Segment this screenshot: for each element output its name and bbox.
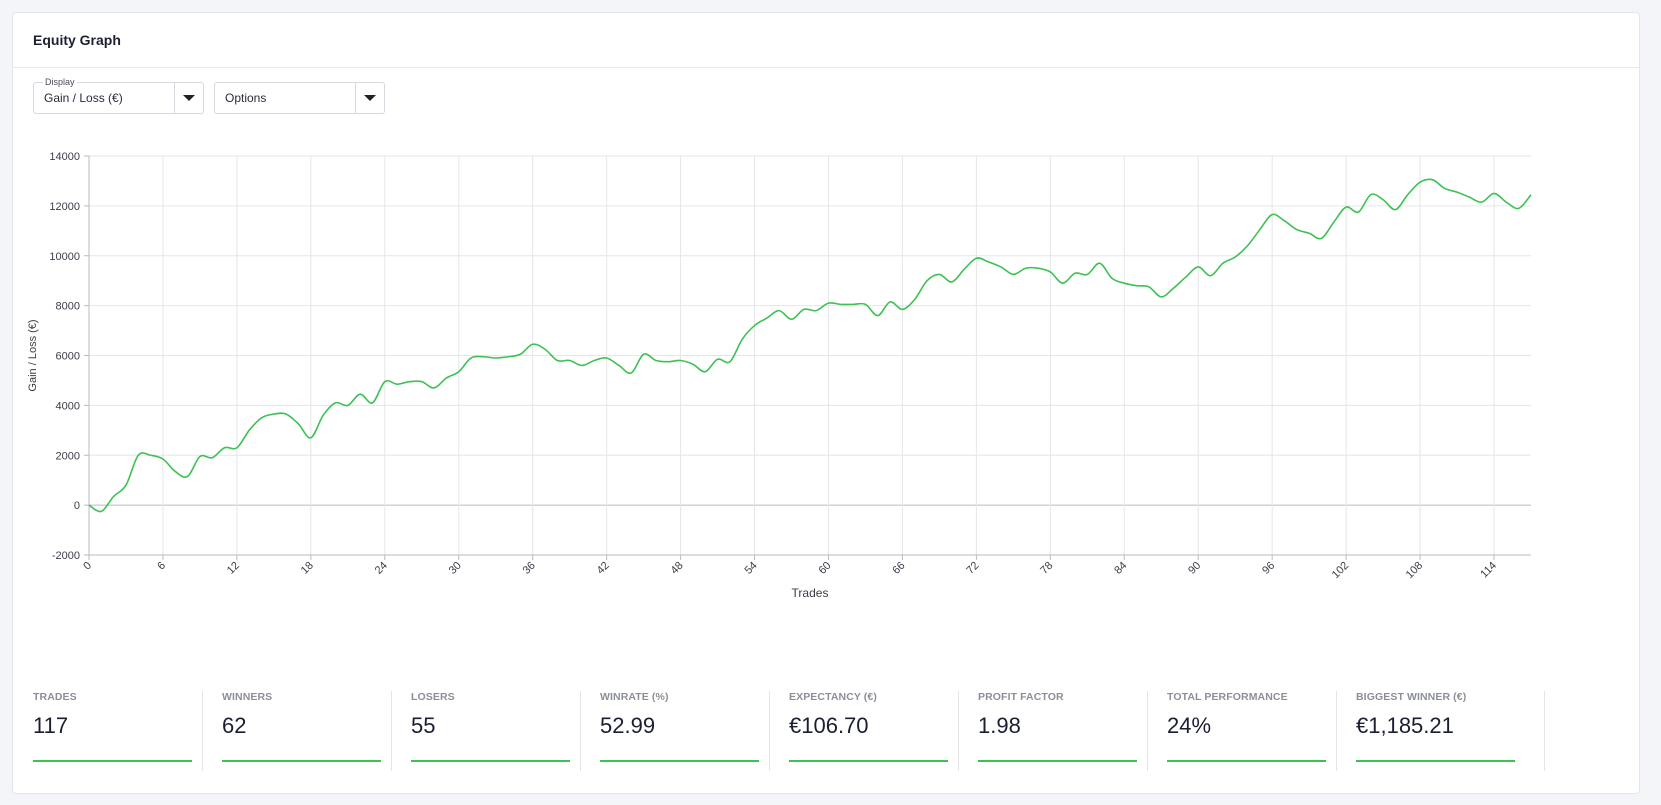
- stat-value: 24%: [1167, 713, 1212, 738]
- x-tick-label: 6: [155, 560, 168, 573]
- x-tick-label: 30: [447, 560, 464, 577]
- x-tick-label: 48: [669, 560, 686, 577]
- stat-label: BIGGEST WINNER (€): [1356, 691, 1467, 703]
- y-tick-label: 4000: [56, 400, 80, 412]
- x-tick-label: 12: [225, 560, 242, 577]
- stat-value: 117: [33, 713, 69, 738]
- x-tick-label: 54: [743, 560, 760, 577]
- x-tick-label: 18: [299, 560, 316, 577]
- display-select-toggle[interactable]: [174, 83, 203, 113]
- x-tick-label: 66: [890, 560, 907, 577]
- stat-total-performance: TOTAL PERFORMANCE 24%: [1147, 691, 1356, 771]
- x-axis-label: Trades: [792, 586, 829, 600]
- display-select[interactable]: Display Gain / Loss (€): [33, 77, 204, 114]
- x-tick-label: 78: [1038, 560, 1055, 577]
- stat-underline: [222, 760, 381, 762]
- stats-row: TRADES 117 WINNERS 62 LOSERS 55 WINRATE (%) 52.…: [33, 691, 1545, 771]
- y-tick-label: 14000: [49, 151, 80, 163]
- x-tick-label: 24: [373, 560, 390, 577]
- stat-underline: [1356, 760, 1515, 762]
- stat-underline: [33, 760, 192, 762]
- caret-down-icon: [364, 95, 376, 101]
- x-tick-label: 114: [1478, 560, 1499, 581]
- y-tick-label: -2000: [52, 550, 80, 562]
- stat-winrate: WINRATE (%) 52.99: [580, 691, 789, 771]
- stat-label: TRADES: [33, 691, 77, 703]
- stat-label: TOTAL PERFORMANCE: [1167, 691, 1288, 703]
- x-tick-label: 96: [1260, 560, 1277, 577]
- caret-down-icon: [183, 95, 195, 101]
- x-tick-label: 108: [1404, 560, 1425, 581]
- options-select-toggle[interactable]: [355, 83, 384, 113]
- stat-label: LOSERS: [411, 691, 455, 703]
- stat-label: EXPECTANCY (€): [789, 691, 877, 703]
- stat-label: WINNERS: [222, 691, 273, 703]
- y-tick-label: 10000: [49, 251, 80, 263]
- x-tick-label: 90: [1186, 560, 1203, 577]
- card-title: Equity Graph: [33, 32, 121, 48]
- stat-value: 52.99: [600, 713, 656, 738]
- x-tick-label: 102: [1330, 560, 1351, 581]
- stat-trades: TRADES 117: [33, 691, 222, 771]
- stat-value: 62: [222, 713, 247, 738]
- card-header: Equity Graph: [13, 13, 1639, 68]
- stat-losers: LOSERS 55: [391, 691, 600, 771]
- options-select-value: Options: [225, 91, 267, 105]
- stat-underline: [411, 760, 570, 762]
- display-select-label: Display: [43, 77, 77, 87]
- stat-underline: [789, 760, 948, 762]
- options-select[interactable]: Options: [214, 82, 385, 114]
- y-tick-label: 12000: [49, 201, 80, 213]
- x-tick-label: 0: [81, 560, 94, 573]
- stat-value: €106.70: [789, 713, 869, 738]
- stat-underline: [1167, 760, 1326, 762]
- y-tick-label: 8000: [56, 301, 80, 313]
- equity-graph-card: Equity Graph Display Gain / Loss (€) Opt…: [12, 12, 1640, 794]
- x-tick-label: 36: [521, 560, 538, 577]
- stat-label: PROFIT FACTOR: [978, 691, 1064, 703]
- stat-underline: [978, 760, 1137, 762]
- chart-controls: Display Gain / Loss (€) Options: [33, 77, 385, 114]
- stat-value: 55: [411, 713, 436, 738]
- stat-expectancy: EXPECTANCY (€) €106.70: [769, 691, 978, 771]
- stat-value: 1.98: [978, 713, 1021, 738]
- stat-profit-factor: PROFIT FACTOR 1.98: [958, 691, 1167, 771]
- x-tick-label: 72: [964, 560, 981, 577]
- stat-winners: WINNERS 62: [202, 691, 411, 771]
- display-select-value: Gain / Loss (€): [44, 91, 123, 105]
- x-tick-label: 42: [595, 560, 612, 577]
- stat-underline: [600, 760, 759, 762]
- x-tick-label: 84: [1112, 560, 1129, 577]
- x-tick-label: 60: [816, 560, 833, 577]
- equity-series-line: [88, 178, 1532, 513]
- y-tick-label: 6000: [56, 351, 80, 363]
- stat-biggest-winner: BIGGEST WINNER (€) €1,185.21: [1336, 691, 1545, 771]
- stat-label: WINRATE (%): [600, 691, 669, 703]
- y-tick-label: 2000: [56, 450, 80, 462]
- y-tick-label: 0: [74, 500, 80, 512]
- stat-value: €1,185.21: [1356, 713, 1454, 738]
- y-axis-label: Gain / Loss (€): [27, 319, 39, 391]
- stats-divider: [1544, 691, 1545, 771]
